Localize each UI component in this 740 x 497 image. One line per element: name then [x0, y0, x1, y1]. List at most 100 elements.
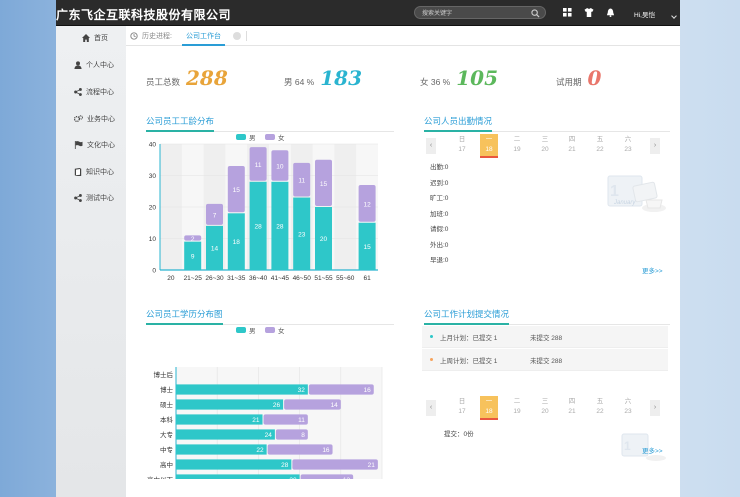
sidebar-item-test[interactable]: 测试中心 [74, 191, 114, 205]
svg-text:1: 1 [624, 439, 631, 453]
y-tick-label: 0 [152, 268, 156, 275]
sidebar-item-business[interactable]: 业务中心 [74, 112, 115, 126]
calendar-day[interactable]: 二 19 [508, 396, 526, 420]
bar-male [205, 225, 224, 270]
stat-label: 员工总数 [146, 77, 181, 87]
share-icon [74, 194, 82, 202]
sidebar-item-process[interactable]: 流程中心 [74, 85, 114, 99]
shirt-icon[interactable] [584, 8, 594, 17]
prev-week-button[interactable]: ‹ [426, 400, 436, 416]
legend-swatch-male [236, 134, 246, 140]
weekday: 日 [458, 398, 466, 405]
bar-male [293, 197, 311, 270]
next-week-button[interactable]: › [650, 400, 660, 416]
sidebar-item-personal[interactable]: 个人中心 [74, 58, 114, 72]
y-tick-label: 大专 [160, 430, 174, 439]
prev-week-button[interactable]: ‹ [426, 138, 436, 154]
bar-female [358, 184, 376, 222]
bar-female [267, 444, 333, 455]
search-icon[interactable] [531, 9, 540, 18]
plans-more-link[interactable]: 更多>> [642, 448, 663, 455]
bar-value-label: 22 [256, 447, 264, 454]
svg-text:1: 1 [610, 183, 619, 200]
bar-value-label: 13 [343, 477, 351, 479]
sidebar-item-culture[interactable]: 文化中心 [74, 138, 115, 152]
user-menu-caret-icon[interactable] [671, 13, 677, 19]
share-icon [74, 88, 82, 96]
calendar-day[interactable]: 三 20 [536, 396, 554, 420]
bell-icon[interactable] [606, 8, 615, 17]
date: 21 [568, 146, 576, 153]
bar-male [314, 207, 333, 270]
x-tick-label: 51~55 [314, 275, 333, 282]
weekday: 三 [541, 136, 549, 143]
x-tick-label: 55~60 [336, 275, 355, 282]
home-icon [82, 34, 90, 42]
section-divider [146, 131, 394, 132]
bar-value-label: 2 [191, 236, 195, 243]
calendar-day[interactable]: 四 21 [563, 396, 581, 420]
bar-female [300, 474, 354, 479]
section-divider [146, 324, 394, 325]
tab-close-icon[interactable] [233, 32, 241, 40]
tab-workbench[interactable]: 公司工作台 [182, 30, 225, 46]
attendance-out: 外出:0 [430, 242, 449, 249]
calendar-day[interactable]: 五 22 [591, 396, 609, 420]
search-input[interactable]: 搜索关键字 [414, 6, 546, 19]
bar-value-label: 18 [233, 239, 241, 246]
calendar-day-selected[interactable]: 一 18 [480, 134, 498, 158]
calendar-day-selected[interactable]: 一 18 [480, 396, 498, 420]
attendance-present: 出勤:0 [430, 164, 449, 171]
history-icon [130, 32, 138, 40]
sidebar-item-knowledge[interactable]: 知识中心 [74, 165, 114, 179]
stat-total-employees: 员工总数 288 [146, 66, 228, 90]
date: 17 [458, 146, 466, 153]
attendance-more-link[interactable]: 更多>> [642, 268, 663, 275]
y-tick-label: 本科 [160, 415, 174, 424]
bar-female [292, 459, 378, 470]
y-tick-label: 高中以下 [147, 475, 174, 479]
calendar-day[interactable]: 五 22 [591, 134, 609, 158]
legend-label: 女 [278, 326, 285, 335]
sidebar-item-home[interactable]: 首页 [82, 31, 108, 45]
bar-value-label: 28 [276, 223, 284, 230]
y-tick-label: 硕士 [160, 400, 174, 409]
date: 22 [596, 146, 604, 153]
bar-value-label: 28 [281, 462, 289, 469]
y-tick-label: 中专 [160, 445, 174, 454]
sidebar-item-label: 首页 [94, 35, 108, 42]
bar-value-label: 10 [276, 164, 284, 171]
legend-label: 男 [249, 134, 256, 142]
y-tick-label: 博士 [160, 385, 174, 394]
calendar-day[interactable]: 日 17 [453, 134, 471, 158]
bar-value-label: 14 [211, 245, 219, 252]
date: 21 [568, 408, 576, 415]
grid-icon[interactable] [563, 8, 572, 17]
y-tick-label: 10 [149, 236, 157, 243]
calendar-day[interactable]: 日 17 [453, 396, 471, 420]
weekday: 二 [513, 136, 521, 143]
calendar-day[interactable]: 三 20 [536, 134, 554, 158]
legend-swatch-male [236, 327, 246, 333]
calendar-day[interactable]: 四 21 [563, 134, 581, 158]
bar-male [358, 222, 376, 270]
stat-female: 女 36 % 105 [420, 66, 498, 90]
bar-female [271, 150, 289, 181]
plan-row-last-week: 上周计划：已提交 1 未提交 288 [422, 349, 668, 371]
next-week-button[interactable]: › [650, 138, 660, 154]
plan-row-last-month: 上月计划：已提交 1 未提交 288 [422, 326, 668, 348]
age-chart-title: 公司员工工龄分布 [146, 115, 215, 132]
plan-unsubmitted: 未提交 288 [530, 358, 563, 365]
plans-week-calendar: ‹ 日 17 一 18 二 19 三 20 四 21 五 22 六 23 › [426, 396, 662, 420]
calendar-watermark-illustration: 1 January [600, 170, 670, 218]
bar-value-label: 16 [322, 447, 330, 454]
calendar-day[interactable]: 六 23 [619, 134, 637, 158]
user-greeting[interactable]: Hi,吴恺 [634, 12, 655, 19]
bar-value-label: 15 [320, 181, 328, 188]
bar-female [293, 162, 311, 197]
y-tick-label: 博士后 [154, 370, 174, 379]
calendar-day[interactable]: 六 23 [619, 396, 637, 420]
sidebar-item-label: 文化中心 [87, 142, 115, 149]
calendar-day[interactable]: 二 19 [508, 134, 526, 158]
weekday: 日 [458, 136, 466, 143]
